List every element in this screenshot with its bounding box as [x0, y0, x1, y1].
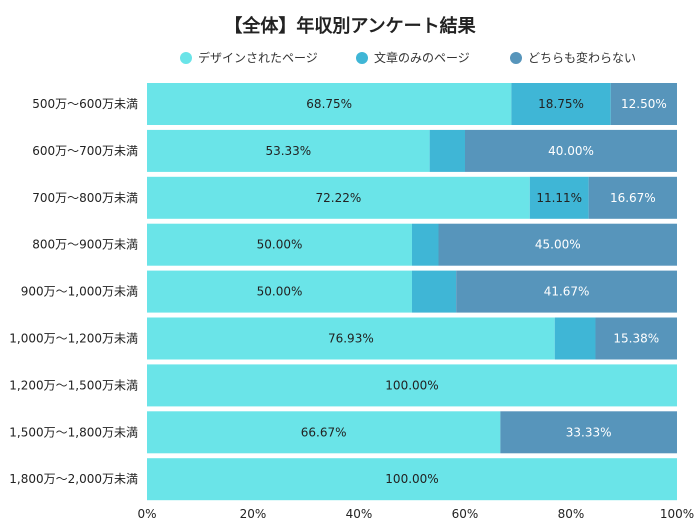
category-label: 600万〜700万未満: [32, 144, 138, 158]
data-label: 72.22%: [316, 191, 362, 205]
bar-segment: [147, 458, 677, 501]
data-label: 100.00%: [385, 378, 438, 392]
bar-segment: [147, 176, 530, 219]
x-tick-label: 100%: [660, 507, 694, 521]
category-labels: 500万〜600万未満 600万〜700万未満 700万〜800万未満 800万〜90…: [9, 97, 138, 486]
category-label: 1,800万〜2,000万未満: [9, 472, 138, 486]
legend: デザインされたページ 文章のみのページ どちらも変わらない: [180, 50, 636, 65]
x-tick-label: 40%: [346, 507, 373, 521]
data-label: 45.00%: [535, 238, 581, 252]
category-label: 1,200万〜1,500万未満: [9, 378, 138, 392]
data-label: 15.38%: [613, 332, 659, 346]
legend-label: デザインされたページ: [198, 50, 318, 65]
chart-title: 【全体】年収別アンケート結果: [224, 15, 476, 37]
bar-segment: [147, 83, 512, 125]
data-label: 40.00%: [548, 144, 594, 158]
category-label: 800万〜900万未満: [32, 238, 138, 252]
x-tick-label: 0%: [137, 507, 156, 521]
bar-segment: [610, 83, 677, 125]
bar-segment: [465, 129, 677, 172]
data-label: 16.67%: [610, 191, 656, 205]
data-label: 18.75%: [538, 97, 584, 111]
data-label: 100.00%: [385, 472, 438, 486]
x-tick-label: 20%: [240, 507, 267, 521]
legend-marker: [510, 52, 522, 64]
bar-segment: [588, 176, 677, 219]
category-label: 700万〜800万未満: [32, 191, 138, 205]
category-label: 1,000万〜1,200万未満: [9, 332, 138, 346]
legend-marker: [356, 52, 368, 64]
bar-segment: [456, 270, 677, 313]
bar-segment: [429, 129, 465, 172]
data-label: 33.33%: [566, 425, 612, 439]
bar-segment: [554, 317, 596, 360]
data-label: 12.50%: [621, 97, 667, 111]
bar-segment: [147, 270, 412, 313]
category-label: 1,500万〜1,800万未満: [9, 425, 138, 439]
data-label: 11.11%: [536, 191, 582, 205]
x-axis: 0% 20% 40% 60% 80% 100%: [137, 507, 694, 521]
bar-segment: [147, 317, 555, 360]
data-label: 50.00%: [257, 238, 303, 252]
x-tick-label: 60%: [452, 507, 479, 521]
bar-segment: [500, 411, 677, 454]
bar-segment: [147, 129, 430, 172]
data-label: 41.67%: [544, 285, 590, 299]
bar-segment: [147, 223, 412, 266]
bar-segment: [412, 223, 439, 266]
data-label: 68.75%: [306, 97, 352, 111]
legend-label: どちらも変わらない: [528, 50, 636, 65]
bar-segment: [147, 411, 501, 454]
bar-segment: [412, 270, 457, 313]
data-label: 53.33%: [265, 144, 311, 158]
category-label: 500万〜600万未満: [32, 97, 138, 111]
bars: 68.75% 18.75% 12.50% 53.33% 40.00% 72.22% 11.1…: [147, 83, 677, 501]
data-label: 76.93%: [328, 332, 374, 346]
bar-segment: [595, 317, 677, 360]
legend-marker: [180, 52, 192, 64]
data-label: 50.00%: [257, 285, 303, 299]
legend-label: 文章のみのページ: [374, 50, 470, 65]
bar-segment: [529, 176, 589, 219]
x-tick-label: 80%: [558, 507, 585, 521]
category-label: 900万〜1,000万未満: [21, 285, 138, 299]
bar-segment: [438, 223, 677, 266]
bar-segment: [147, 364, 677, 407]
data-label: 66.67%: [301, 425, 347, 439]
bar-segment: [511, 83, 611, 125]
